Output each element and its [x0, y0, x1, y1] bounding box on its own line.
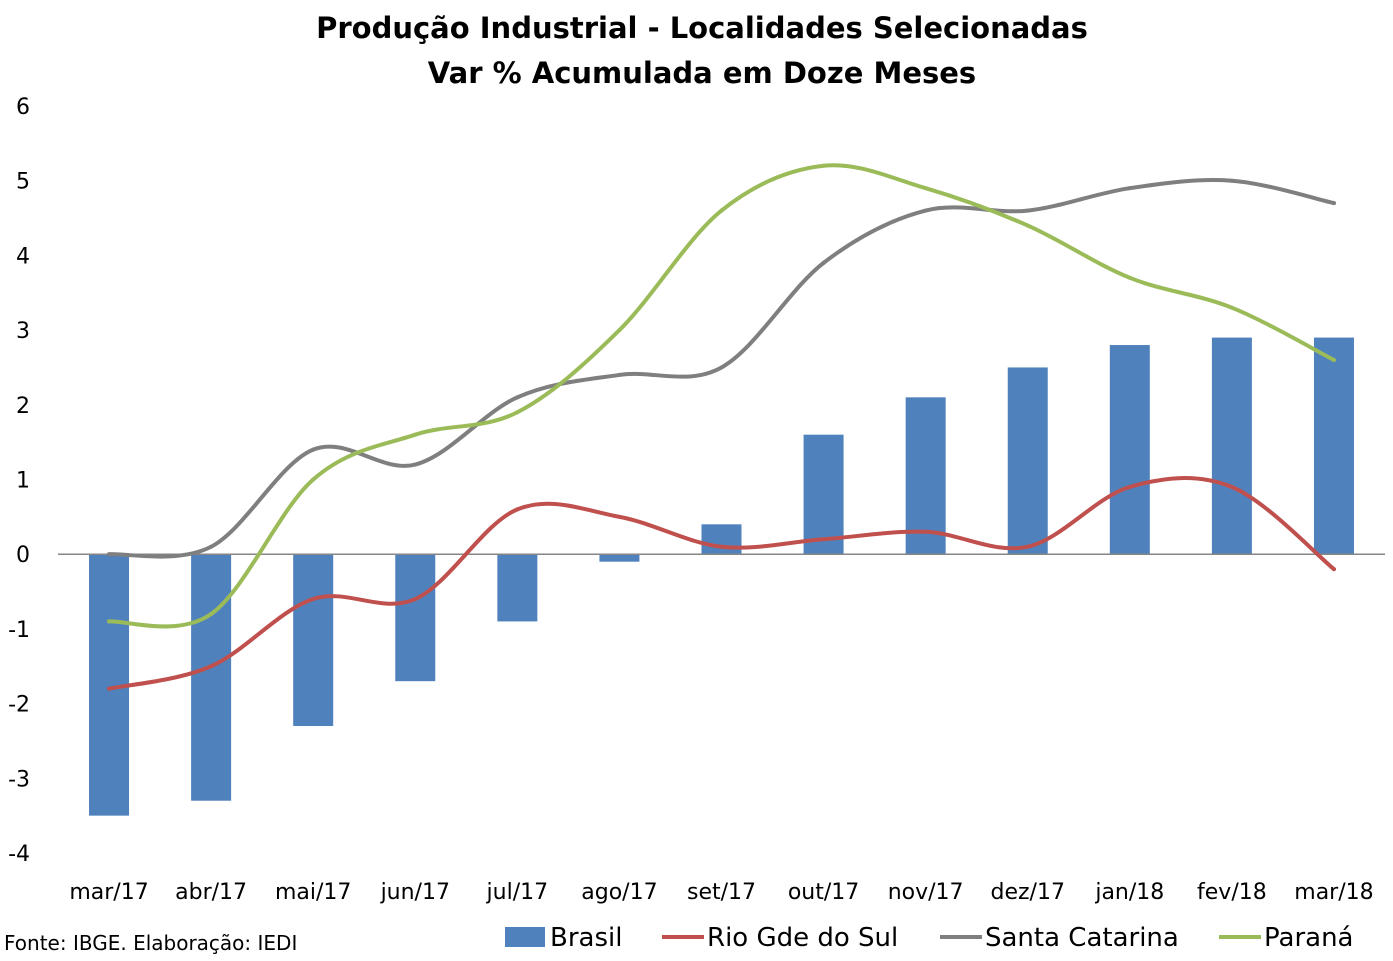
- x-tick-label: abr/17: [175, 880, 247, 905]
- point-rio-gde-do-sul-abr-17: [209, 664, 214, 669]
- bar-brasil-out-17: [803, 434, 844, 555]
- line-rio-gde-do-sul: [107, 476, 1336, 691]
- point-rio-gde-do-sul-fev-18: [1229, 484, 1234, 489]
- point-rio-gde-do-sul-dez-17: [1025, 544, 1030, 549]
- y-tick-label: 2: [16, 394, 30, 419]
- x-tick-label: set/17: [687, 880, 756, 905]
- legend-swatch-brasil: [505, 927, 545, 947]
- bar-brasil-mar-18: [1313, 337, 1354, 555]
- bar-brasil-jul-17: [497, 554, 538, 622]
- point-santa-catarina-dez-17: [1025, 208, 1030, 213]
- legend-label-parana: Paraná: [1264, 923, 1353, 953]
- source-note: Fonte: IBGE. Elaboração: IEDI: [4, 931, 297, 955]
- y-tick-label: 4: [16, 244, 30, 269]
- point-rio-gde-do-sul-mai-17: [311, 597, 316, 602]
- bar-brasil-jun-17: [395, 554, 436, 682]
- chart-title: Produção Industrial - Localidades Seleci…: [316, 11, 1088, 45]
- y-tick-label: 3: [16, 319, 30, 344]
- point-santa-catarina-nov-17: [923, 208, 928, 213]
- point-santa-catarina-fev-18: [1229, 178, 1234, 183]
- x-axis: mar/17 abr/17 mai/17 jun/17 jul/17 ago/17 set/…: [69, 880, 1373, 905]
- legend-label-rio-gde-do-sul: Rio Gde do Sul: [707, 923, 898, 953]
- point-santa-catarina-jan-18: [1127, 186, 1132, 191]
- point-rio-gde-do-sul-ago-17: [617, 514, 622, 519]
- point-rio-gde-do-sul-mar-17: [107, 686, 112, 691]
- point-santa-catarina-mar-18: [1331, 201, 1336, 206]
- point-parana-out-17: [821, 163, 826, 168]
- point-parana-ago-17: [617, 328, 622, 333]
- chart-subtitle: Var % Acumulada em Doze Meses: [428, 56, 976, 90]
- bar-brasil-mai-17: [293, 554, 334, 727]
- point-rio-gde-do-sul-jul-17: [515, 507, 520, 512]
- point-parana-jan-18: [1127, 275, 1132, 280]
- y-tick-label: 1: [16, 469, 30, 494]
- bar-brasil-jan-18: [1109, 345, 1150, 555]
- x-tick-label: ago/17: [581, 880, 657, 905]
- bar-brasil-set-17: [701, 524, 742, 555]
- bar-brasil-abr-17: [191, 554, 232, 801]
- point-parana-fev-18: [1229, 305, 1234, 310]
- point-rio-gde-do-sul-jun-17: [413, 597, 418, 602]
- x-tick-label: jan/18: [1094, 880, 1164, 905]
- y-tick-label: 6: [16, 95, 30, 120]
- y-tick-label: -1: [8, 618, 30, 643]
- x-tick-label: mar/17: [69, 880, 148, 905]
- x-tick-label: mai/17: [275, 880, 351, 905]
- point-santa-catarina-abr-17: [209, 544, 214, 549]
- point-parana-nov-17: [923, 186, 928, 191]
- point-parana-mai-17: [311, 477, 316, 482]
- x-tick-label: jun/17: [380, 880, 450, 905]
- legend-label-santa-catarina: Santa Catarina: [985, 923, 1179, 953]
- x-tick-label: dez/17: [990, 880, 1064, 905]
- y-tick-label: 5: [16, 170, 30, 195]
- point-santa-catarina-jul-17: [515, 395, 520, 400]
- point-parana-abr-17: [209, 611, 214, 616]
- bar-brasil-nov-17: [905, 397, 946, 555]
- point-santa-catarina-mai-17: [311, 447, 316, 452]
- legend-label-brasil: Brasil: [550, 923, 622, 953]
- legend: Brasil Rio Gde do Sul Santa Catarina Paraná: [505, 923, 1353, 953]
- x-tick-label: jul/17: [486, 880, 549, 905]
- point-santa-catarina-out-17: [821, 260, 826, 265]
- x-tick-label: out/17: [788, 880, 859, 905]
- point-santa-catarina-ago-17: [617, 372, 622, 377]
- bar-brasil-dez-17: [1007, 367, 1048, 555]
- y-tick-label: 0: [16, 543, 30, 568]
- point-parana-set-17: [719, 208, 724, 213]
- bar-brasil-fev-18: [1211, 337, 1252, 555]
- point-parana-dez-17: [1025, 223, 1030, 228]
- point-rio-gde-do-sul-nov-17: [923, 529, 928, 534]
- point-parana-jul-17: [515, 410, 520, 415]
- point-rio-gde-do-sul-set-17: [719, 544, 724, 549]
- point-santa-catarina-jun-17: [413, 462, 418, 467]
- x-tick-label: mar/18: [1294, 880, 1373, 905]
- point-rio-gde-do-sul-out-17: [821, 537, 826, 542]
- y-tick-label: -4: [8, 842, 30, 867]
- point-parana-jun-17: [413, 432, 418, 437]
- bar-series: [89, 337, 1354, 816]
- point-rio-gde-do-sul-jan-18: [1127, 484, 1132, 489]
- y-axis: -4 -3 -2 -1 0 1 2 3 4 5 6: [8, 95, 30, 867]
- x-tick-label: fev/18: [1197, 880, 1267, 905]
- y-tick-label: -2: [8, 693, 30, 718]
- line-parana: [107, 163, 1336, 629]
- bar-brasil-ago-17: [599, 554, 640, 562]
- line-series: [107, 163, 1336, 691]
- point-santa-catarina-mar-17: [107, 552, 112, 557]
- point-rio-gde-do-sul-mar-18: [1331, 567, 1336, 572]
- point-santa-catarina-set-17: [719, 365, 724, 370]
- y-tick-label: -3: [8, 767, 30, 792]
- point-parana-mar-18: [1331, 357, 1336, 362]
- point-parana-mar-17: [107, 619, 112, 624]
- x-tick-label: nov/17: [888, 880, 964, 905]
